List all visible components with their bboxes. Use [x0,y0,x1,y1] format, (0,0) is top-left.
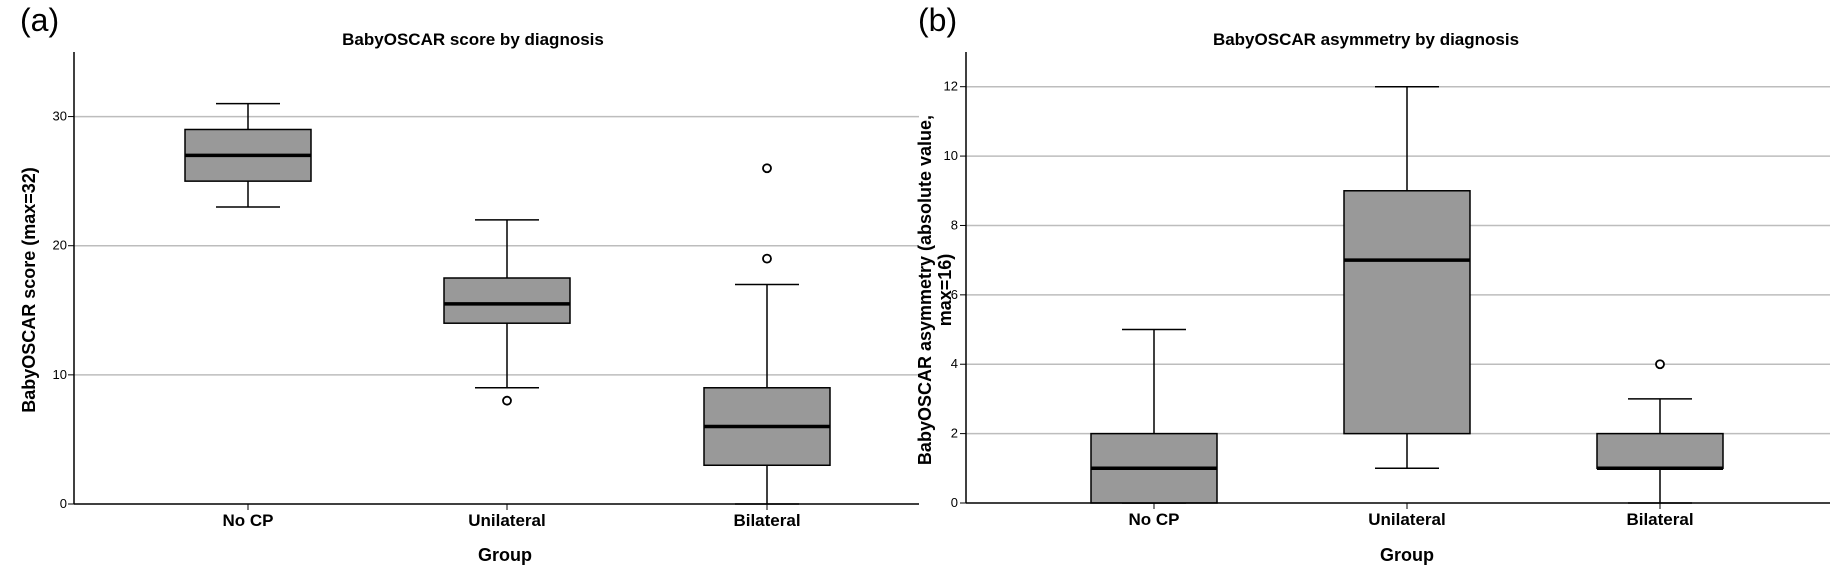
panel-a-y-tick-label: 20 [53,238,67,253]
outlier-point [502,395,512,406]
panel-b-box-no-cp [1090,328,1218,504]
panel-a-x-tick-label: No CP [223,511,274,530]
panel-a-x-axis-title: Group [478,545,532,565]
panel-a-x-tick-label: Unilateral [468,511,545,530]
panel-b-x-tick-label: No CP [1129,510,1180,529]
panel-b-x-tick-label: Bilateral [1626,510,1693,529]
box-iqr [1343,190,1471,435]
panel-a-x-ticks: No CP Unilateral Bilateral [223,504,801,530]
panel-b-y-tick-label: 12 [944,79,958,94]
outlier-point [762,253,772,264]
panel-b-y-axis-title-line-1: BabyOSCAR asymmetry (absolute value, [915,115,935,465]
outlier-point [1655,359,1665,370]
box-iqr [443,277,571,324]
panel-b-axes [965,52,1830,504]
panel-a-box-bilateral [703,163,831,505]
outlier-point [762,163,772,174]
panel-b-y-tick-label: 0 [951,495,958,510]
panel-a-box-unilateral [443,219,571,406]
panel-b-title: BabyOSCAR asymmetry by diagnosis [1213,30,1519,49]
panel-b-y-tick-label: 8 [951,217,958,232]
panel-b-y-ticks: 0 2 4 6 8 10 12 [944,79,966,510]
panel-a-y-axis-title: BabyOSCAR score (max=32) [19,167,39,413]
panel-a-label: (a) [20,2,59,38]
panel-a-chart: (a) BabyOSCAR score by diagnosis Group B… [19,2,919,565]
panel-b-x-ticks: No CP Unilateral Bilateral [1129,503,1694,529]
panel-b-y-tick-label: 4 [951,356,958,371]
panel-a-y-tick-label: 0 [60,496,67,511]
panel-a-x-tick-label: Bilateral [733,511,800,530]
panel-b-box-bilateral [1596,359,1724,504]
panel-b-y-axis-title-line-2: max=16) [935,254,955,327]
panel-a-boxes [184,102,831,505]
panel-a-box-no-cp [184,102,312,208]
panel-a-title: BabyOSCAR score by diagnosis [342,30,604,49]
panel-b-y-tick-label: 10 [944,148,958,163]
panel-b-x-tick-label: Unilateral [1368,510,1445,529]
panel-a-gridlines [74,115,919,376]
panel-a-axes [73,52,919,505]
panel-a-y-tick-label: 10 [53,367,67,382]
panel-a-y-ticks: 0 10 20 30 [53,109,74,511]
panel-b-boxes [1090,85,1724,504]
panel-b-x-axis-title: Group [1380,545,1434,565]
panel-b-y-tick-label: 2 [951,426,958,441]
panel-b-y-tick-label: 6 [951,287,958,302]
panel-a-y-tick-label: 30 [53,109,67,124]
box-iqr [1596,432,1724,470]
panel-b-chart: (b) BabyOSCAR asymmetry by diagnosis Gro… [915,2,1830,565]
panel-b-box-unilateral [1343,85,1471,470]
panel-b-label: (b) [918,2,957,38]
